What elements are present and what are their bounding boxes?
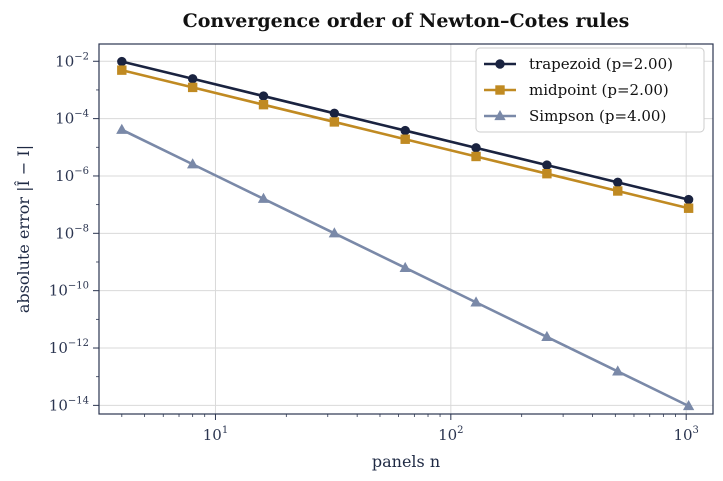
legend-entry: Simpson (p=4.00)	[484, 107, 666, 125]
data-point	[400, 125, 410, 136]
x-axis-label: panels n	[372, 452, 440, 471]
data-point	[542, 168, 552, 179]
data-point	[187, 82, 198, 93]
data-point	[541, 330, 553, 342]
y-tick-label: 10−14	[49, 395, 89, 414]
y-axis-label: absolute error |Î − I|	[13, 145, 33, 313]
y-tick-label: 10−2	[55, 51, 89, 70]
legend: trapezoid (p=2.00) midpoint (p=2.00) Simps…	[475, 47, 705, 133]
x-tick-label: 102	[438, 425, 463, 444]
data-point	[683, 203, 694, 213]
legend-marker	[494, 109, 506, 121]
chart-title: Convergence order of Newton–Cotes rules	[183, 10, 630, 32]
data-point	[187, 158, 199, 169]
data-point	[399, 261, 411, 272]
y-tick-label: 10−6	[55, 166, 89, 185]
data-point	[683, 194, 694, 205]
data-point	[400, 134, 410, 144]
data-point	[471, 143, 481, 153]
data-point	[328, 227, 341, 238]
series-circle	[117, 56, 694, 205]
data-point	[258, 99, 269, 110]
data-point	[187, 74, 198, 84]
legend-label: trapezoid (p=2.00)	[529, 55, 673, 73]
data-point	[682, 399, 695, 411]
data-point	[612, 365, 624, 376]
plot-frame	[98, 43, 714, 415]
series-square	[117, 65, 694, 213]
legend-label: midpoint (p=2.00)	[529, 81, 669, 99]
data-point	[117, 65, 127, 75]
x-tick-label: 103	[673, 425, 698, 444]
data-point	[471, 151, 481, 162]
legend-entry: midpoint (p=2.00)	[484, 81, 669, 99]
data-point	[613, 186, 623, 196]
data-point	[258, 91, 269, 101]
y-tick-label: 10−4	[55, 109, 89, 128]
y-tick-label: 10−10	[49, 281, 89, 300]
data-point	[613, 177, 623, 188]
legend-label: Simpson (p=4.00)	[529, 107, 666, 125]
data-point	[329, 117, 340, 127]
x-tick-label: 101	[203, 425, 228, 444]
y-tick-label: 10−12	[49, 338, 89, 357]
data-point	[329, 108, 340, 119]
series-layer	[116, 56, 695, 411]
y-tick-label: 10−8	[55, 223, 89, 242]
legend-marker	[495, 85, 505, 95]
data-point	[116, 123, 128, 134]
series-triangle	[116, 123, 695, 411]
legend-marker	[495, 59, 505, 69]
data-point	[542, 160, 552, 170]
data-point	[117, 56, 127, 67]
data-point	[470, 296, 482, 307]
data-point	[257, 192, 270, 203]
legend-box	[475, 47, 705, 133]
legend-entry: trapezoid (p=2.00)	[484, 55, 673, 73]
